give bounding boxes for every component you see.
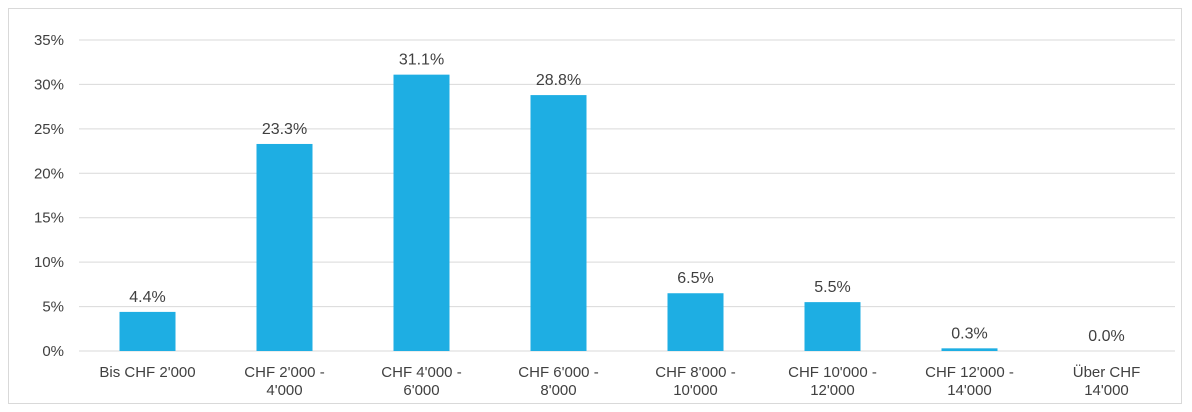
chart-frame <box>8 8 1182 404</box>
y-tick-label: 35% <box>34 32 64 49</box>
x-tick-label: CHF 10'000 - <box>788 364 877 381</box>
y-tick-label: 5% <box>42 299 64 316</box>
data-label: 28.8% <box>536 72 581 89</box>
x-tick-label: Bis CHF 2'000 <box>99 364 195 381</box>
x-tick-label: CHF 6'000 - <box>518 364 598 381</box>
bar <box>530 95 587 351</box>
bar <box>393 74 450 351</box>
data-label: 0.0% <box>1088 328 1124 345</box>
y-tick-label: 0% <box>42 343 64 360</box>
bar <box>667 293 724 351</box>
y-tick-label: 10% <box>34 254 64 271</box>
bar <box>256 143 313 351</box>
y-tick-label: 30% <box>34 76 64 93</box>
y-tick-label: 25% <box>34 121 64 138</box>
x-tick-label: 4'000 <box>266 382 302 399</box>
data-label: 23.3% <box>262 121 307 138</box>
x-tick-label: Über CHF <box>1073 363 1141 381</box>
x-tick-label: 6'000 <box>403 382 439 399</box>
y-tick-label: 20% <box>34 165 64 182</box>
x-tick-label: 14'000 <box>1084 382 1129 399</box>
x-tick-label: CHF 12'000 - <box>925 364 1014 381</box>
x-tick-label: 8'000 <box>540 382 576 399</box>
data-label: 5.5% <box>814 279 850 296</box>
y-tick-label: 15% <box>34 210 64 227</box>
x-tick-label: 10'000 <box>673 382 718 399</box>
x-tick-label: CHF 4'000 - <box>381 364 461 381</box>
data-label: 31.1% <box>399 52 444 69</box>
data-label: 0.3% <box>951 325 987 342</box>
x-tick-label: 14'000 <box>947 382 992 399</box>
bar <box>119 311 176 351</box>
bar <box>941 348 998 351</box>
data-label: 6.5% <box>677 270 713 287</box>
x-tick-label: CHF 8'000 - <box>655 364 735 381</box>
x-tick-label: CHF 2'000 - <box>244 364 324 381</box>
bar <box>804 302 861 351</box>
x-tick-label: 12'000 <box>810 382 855 399</box>
data-label: 4.4% <box>129 289 165 306</box>
